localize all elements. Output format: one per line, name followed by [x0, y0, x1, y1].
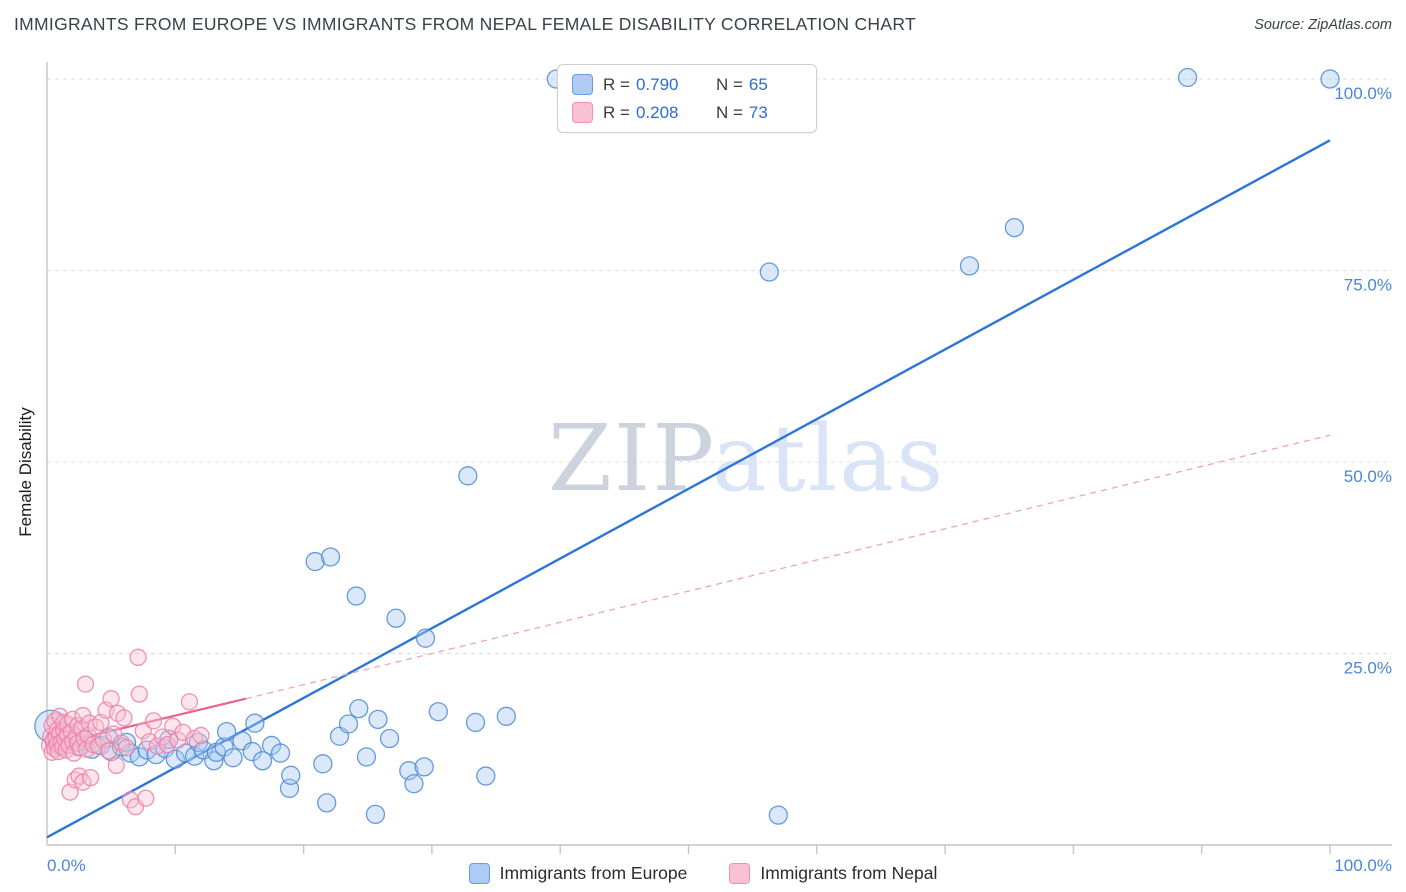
legend-label: Immigrants from Europe	[499, 863, 688, 883]
europe-data-point	[959, 256, 980, 276]
y-tick-label: 25.0%	[1344, 659, 1392, 678]
nepal-data-point	[81, 768, 100, 787]
europe-data-point	[356, 747, 377, 767]
europe-data-point	[317, 793, 337, 813]
y-tick-label: 50.0%	[1344, 467, 1392, 486]
x-tick-label: 100.0%	[1334, 856, 1392, 875]
nepal-data-point	[158, 736, 177, 754]
europe-data-point	[1004, 217, 1025, 238]
europe-data-point	[320, 547, 341, 567]
n-value: 65	[748, 74, 768, 94]
correlation-legend: R = 0.790 N = 65 R = 0.208 N = 73	[557, 64, 817, 133]
legend-row-nepal: R = 0.208 N = 73	[572, 102, 802, 123]
y-axis-title: Female Disability	[16, 407, 35, 537]
europe-data-point	[428, 702, 448, 722]
source-attribution: Source: ZipAtlas.com	[1254, 17, 1392, 33]
page-title: IMMIGRANTS FROM EUROPE VS IMMIGRANTS FRO…	[14, 14, 916, 34]
europe-data-point	[458, 466, 478, 486]
europe-data-point	[414, 757, 434, 777]
nepal-data-point	[71, 739, 90, 757]
zipatlas-watermark: ZIPatlas	[548, 405, 945, 512]
nepal-data-point	[76, 675, 95, 693]
nepal-swatch-icon	[729, 863, 751, 884]
europe-data-point	[404, 774, 424, 794]
europe-data-point	[216, 721, 237, 742]
europe-data-point	[245, 713, 265, 733]
europe-data-point	[368, 709, 388, 730]
europe-data-point	[165, 749, 185, 769]
legend-item-europe: Immigrants from Europe	[468, 863, 688, 884]
nepal-data-point	[87, 718, 105, 736]
n-value: 73	[748, 102, 768, 122]
n-label: N =	[715, 74, 743, 94]
europe-data-point	[379, 728, 400, 749]
europe-swatch-icon	[572, 74, 593, 95]
nepal-data-point	[94, 731, 113, 749]
watermark-zip: ZIP	[548, 405, 712, 512]
legend-row-europe: R = 0.790 N = 65	[572, 74, 802, 95]
europe-data-point	[305, 551, 325, 572]
europe-data-point	[768, 805, 788, 825]
europe-data-point	[223, 748, 243, 768]
nepal-data-point	[117, 739, 136, 757]
y-tick-label: 100.0%	[1334, 84, 1392, 103]
europe-data-point	[415, 628, 436, 648]
nepal-data-point	[102, 690, 120, 708]
europe-swatch-icon	[468, 863, 490, 884]
europe-data-point	[129, 747, 150, 767]
europe-data-point	[346, 586, 366, 606]
y-tick-label: 75.0%	[1344, 276, 1392, 295]
europe-data-point	[270, 743, 291, 763]
nepal-data-point	[115, 709, 133, 727]
europe-data-point	[496, 706, 516, 726]
nepal-swatch-icon	[572, 102, 593, 123]
x-tick-label: 0.0%	[47, 856, 86, 875]
legend-item-nepal: Immigrants from Nepal	[729, 863, 937, 884]
europe-data-point	[365, 804, 386, 825]
legend-label: Immigrants from Nepal	[760, 863, 938, 883]
europe-data-point	[281, 765, 301, 785]
r-value: 0.208	[635, 102, 679, 122]
europe-data-point	[476, 766, 496, 786]
nepal-data-point	[144, 712, 163, 730]
nepal-data-point	[180, 693, 199, 711]
watermark-atlas: atlas	[712, 405, 945, 512]
r-label: R =	[603, 74, 630, 94]
europe-data-point	[116, 732, 137, 753]
n-label: N =	[715, 102, 743, 122]
nepal-data-point	[99, 742, 118, 760]
europe-data-point	[1320, 69, 1340, 89]
r-label: R =	[603, 102, 630, 122]
nepal-trend-line	[245, 434, 1331, 700]
nepal-data-point	[129, 648, 147, 666]
nepal-data-point	[192, 726, 210, 745]
europe-data-point	[386, 608, 406, 628]
europe-data-point	[1177, 67, 1198, 88]
nepal-data-point	[137, 789, 155, 807]
series-legend: Immigrants from Europe Immigrants from N…	[0, 863, 1406, 884]
europe-data-point	[349, 699, 369, 719]
europe-data-point	[252, 751, 273, 771]
europe-data-point	[465, 712, 486, 733]
europe-data-point	[313, 754, 333, 774]
r-value: 0.790	[635, 74, 679, 94]
europe-data-point	[759, 262, 779, 282]
nepal-data-point	[112, 734, 131, 752]
europe-data-point	[338, 714, 359, 734]
nepal-data-point	[130, 685, 149, 703]
nepal-data-point	[107, 756, 125, 774]
europe-trend-line	[46, 139, 1331, 839]
